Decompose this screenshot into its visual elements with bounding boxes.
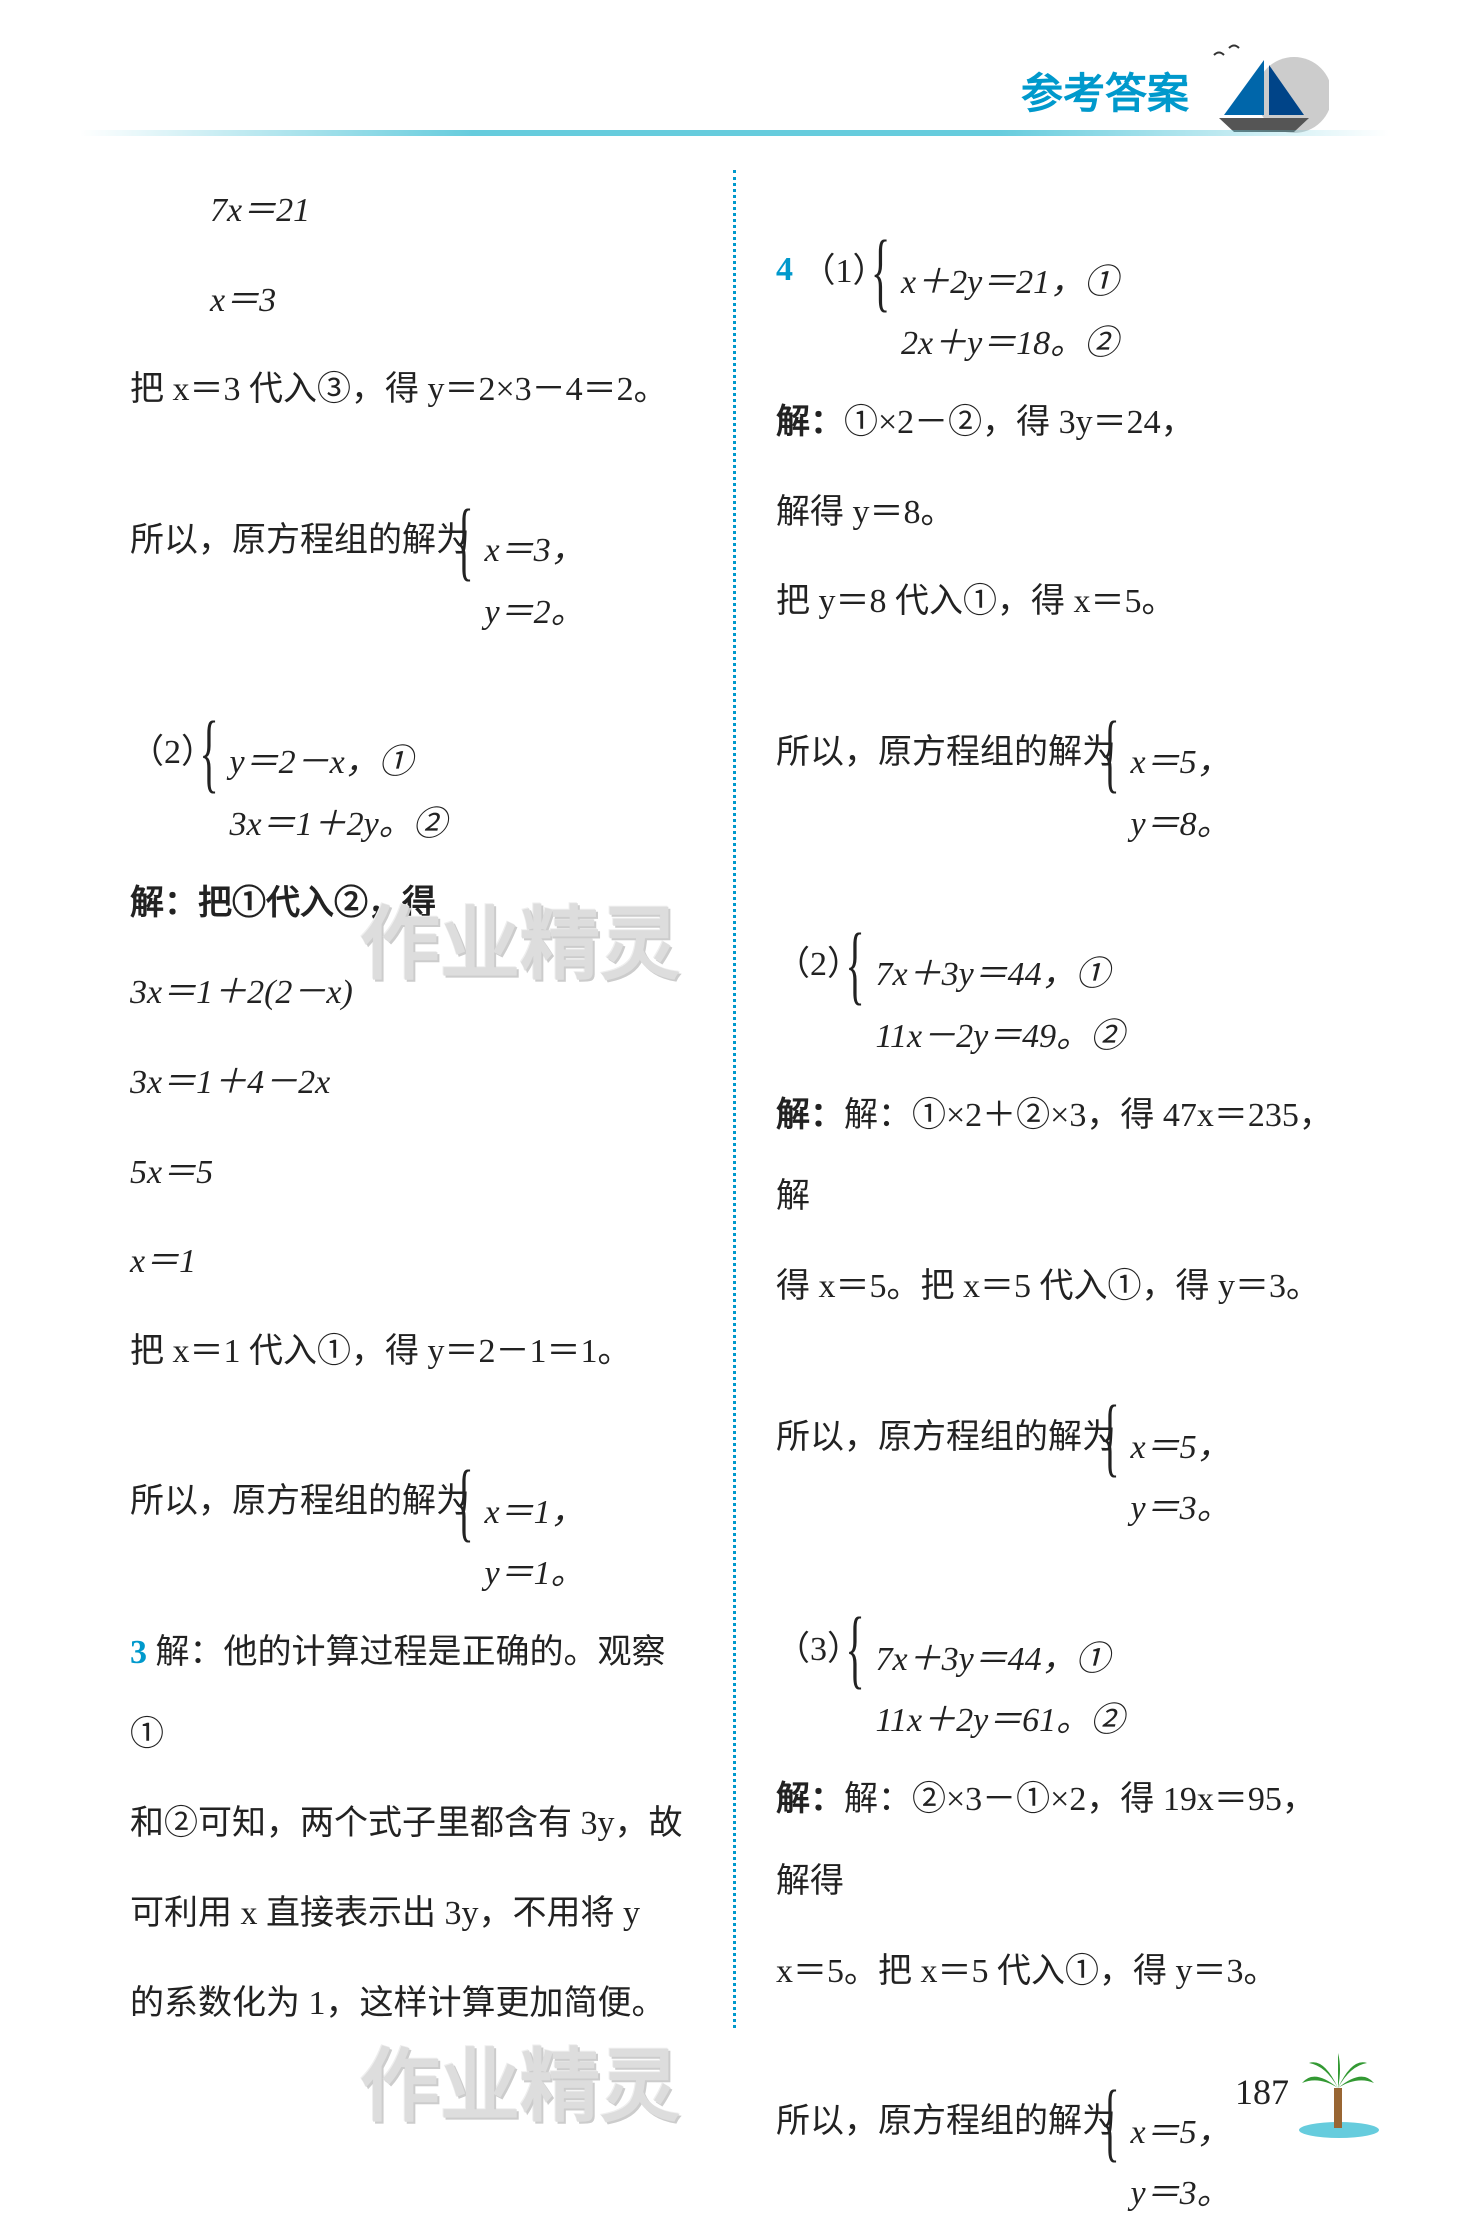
palm-tree-icon (1294, 2048, 1384, 2138)
solution-text: x＝5。把 x＝5 代入①，得 y＝3。 (776, 1953, 1278, 1990)
sailboat-icon (1209, 40, 1329, 140)
text-line: 解：①×2－②，得 3y＝24， (776, 382, 1339, 464)
text-line: （3） 7x＋3y＝44，① 11x＋2y＝61。② (776, 1547, 1339, 1751)
equation-text: x＝3 (210, 282, 276, 319)
equation-system: 7x＋3y＝44，① 11x＋2y＝61。② (876, 1547, 1125, 1751)
text-line: 所以，原方程组的解为 x＝5， y＝8。 (776, 651, 1339, 855)
solution-label: 解： (776, 404, 844, 441)
solution-text: 的系数化为 1，这样计算更加简便。 (130, 1985, 666, 2022)
text-line: 把 y＝8 代入①，得 x＝5。 (776, 561, 1339, 643)
solution-text: 得 x＝5。把 x＝5 代入①，得 y＝3。 (776, 1268, 1320, 1305)
solution-text: 把 y＝8 代入①，得 x＝5。 (776, 583, 1176, 620)
content-area: 7x＝21 x＝3 把 x＝3 代入③，得 y＝2×3－4＝2。 所以，原方程组… (100, 170, 1369, 2028)
text-line: 所以，原方程组的解为 x＝1， y＝1。 (130, 1400, 693, 1604)
solution-text: 可利用 x 直接表示出 3y，不用将 y (130, 1895, 640, 1932)
column-divider (733, 170, 736, 2028)
solution-text: 解：他的计算过程是正确的。观察① (130, 1634, 666, 1753)
solution-label: 解：把①代入②，得 (130, 885, 436, 922)
system-row: 11x＋2y＝61。② (876, 1690, 1125, 1751)
equation-text: 7x＝21 (210, 192, 310, 229)
solution-text: 把 x＝1 代入①，得 y＝2－1＝1。 (130, 1333, 632, 1370)
solution-text: 和②可知，两个式子里都含有 3y，故 (130, 1805, 683, 1842)
solution-text: 解得 y＝8。 (776, 494, 955, 531)
equation-system: x＋2y＝21，① 2x＋y＝18。② (901, 170, 1118, 374)
right-column: 4 （1） x＋2y＝21，① 2x＋y＝18。② 解：①×2－②，得 3y＝2… (746, 170, 1369, 2028)
text-line: 所以，原方程组的解为 x＝5， y＝3。 (776, 2020, 1339, 2224)
solution-text: 所以，原方程组的解为 (130, 500, 470, 582)
system-row: y＝3。 (1131, 2163, 1231, 2224)
math-line: x＝1 (130, 1221, 693, 1303)
text-line: 所以，原方程组的解为 x＝3， y＝2。 (130, 439, 693, 643)
equation-text: 5x＝5 (130, 1154, 213, 1191)
system-row: x＝5， (1131, 732, 1231, 793)
solution-text: 解：①×2＋②×3，得 47x＝235，解 (776, 1097, 1333, 1216)
equation-text: x＝1 (130, 1243, 196, 1280)
equation-text: 3x＝1＋4－2x (130, 1064, 330, 1101)
left-column: 7x＝21 x＝3 把 x＝3 代入③，得 y＝2×3－4＝2。 所以，原方程组… (100, 170, 723, 2028)
system-row: 7x＋3y＝44，① (876, 1629, 1125, 1690)
math-line: 5x＝5 (130, 1132, 693, 1214)
page-number: 187 (1235, 2071, 1289, 2113)
solution-text: 所以，原方程组的解为 (776, 1397, 1116, 1479)
header-underline (80, 130, 1389, 136)
text-line: 解：解：①×2＋②×3，得 47x＝235，解 (776, 1075, 1339, 1238)
text-line: 和②可知，两个式子里都含有 3y，故 (130, 1783, 693, 1865)
text-line: 可利用 x 直接表示出 3y，不用将 y (130, 1873, 693, 1955)
solution-label: 解： (776, 1097, 844, 1134)
equation-system: 7x＋3y＝44，① 11x－2y＝49。② (876, 863, 1125, 1067)
text-line: （2） y＝2－x，① 3x＝1＋2y。② (130, 651, 693, 855)
page-header: 参考答案 (1021, 40, 1329, 140)
text-line: 的系数化为 1，这样计算更加简便。 (130, 1963, 693, 2045)
text-line: 所以，原方程组的解为 x＝5， y＝3。 (776, 1335, 1339, 1539)
text-line: 4 （1） x＋2y＝21，① 2x＋y＝18。② (776, 170, 1339, 374)
system-row: x＝1， (485, 1482, 585, 1543)
equation-system: y＝2－x，① 3x＝1＋2y。② (230, 651, 447, 855)
math-line: 7x＝21 (130, 170, 693, 252)
system-row: 2x＋y＝18。② (901, 313, 1118, 374)
solution-text: 所以，原方程组的解为 (776, 712, 1116, 794)
solution-text: 解：②×3－①×2，得 19x＝95，解得 (776, 1781, 1316, 1900)
system-row: y＝2。 (485, 582, 585, 643)
question-number: 4 (776, 251, 793, 288)
text-line: 解：解：②×3－①×2，得 19x＝95，解得 (776, 1759, 1339, 1922)
text-line: 把 x＝1 代入①，得 y＝2－1＝1。 (130, 1311, 693, 1393)
solution-text: 把 x＝3 代入③，得 y＝2×3－4＝2。 (130, 371, 668, 408)
math-line: 3x＝1＋2(2－x) (130, 952, 693, 1034)
system-row: y＝3。 (1131, 1478, 1231, 1539)
text-line: x＝5。把 x＝5 代入①，得 y＝3。 (776, 1931, 1339, 2013)
system-row: x＋2y＝21，① (901, 252, 1118, 313)
system-row: 3x＝1＋2y。② (230, 794, 447, 855)
solution-label: 解： (776, 1781, 844, 1818)
text-line: 得 x＝5。把 x＝5 代入①，得 y＝3。 (776, 1246, 1339, 1328)
equation-system: x＝5， y＝3。 (1131, 1335, 1231, 1539)
math-line: x＝3 (130, 260, 693, 342)
text-line: 解得 y＝8。 (776, 472, 1339, 554)
system-row: 11x－2y＝49。② (876, 1006, 1125, 1067)
math-line: 3x＝1＋4－2x (130, 1042, 693, 1124)
text-line: 解：把①代入②，得 (130, 863, 693, 945)
solution-text: 所以，原方程组的解为 (776, 2081, 1116, 2163)
text-line: 3 解：他的计算过程是正确的。观察① (130, 1612, 693, 1775)
text-line: （2） 7x＋3y＝44，① 11x－2y＝49。② (776, 863, 1339, 1067)
system-row: y＝1。 (485, 1543, 585, 1604)
header-title: 参考答案 (1021, 60, 1189, 121)
solution-text: 所以，原方程组的解为 (130, 1461, 470, 1543)
system-row: y＝2－x，① (230, 732, 447, 793)
system-row: x＝3， (485, 520, 585, 581)
system-row: 7x＋3y＝44，① (876, 944, 1125, 1005)
equation-system: x＝1， y＝1。 (485, 1400, 585, 1604)
equation-text: 3x＝1＋2(2－x) (130, 974, 353, 1011)
question-number: 3 (130, 1634, 147, 1671)
equation-system: x＝5， y＝3。 (1131, 2020, 1231, 2224)
system-row: y＝8。 (1131, 794, 1231, 855)
solution-text: ①×2－②，得 3y＝24， (844, 404, 1195, 441)
system-row: x＝5， (1131, 2102, 1231, 2163)
equation-system: x＝5， y＝8。 (1131, 651, 1231, 855)
equation-system: x＝3， y＝2。 (485, 439, 585, 643)
system-row: x＝5， (1131, 1417, 1231, 1478)
text-line: 把 x＝3 代入③，得 y＝2×3－4＝2。 (130, 349, 693, 431)
